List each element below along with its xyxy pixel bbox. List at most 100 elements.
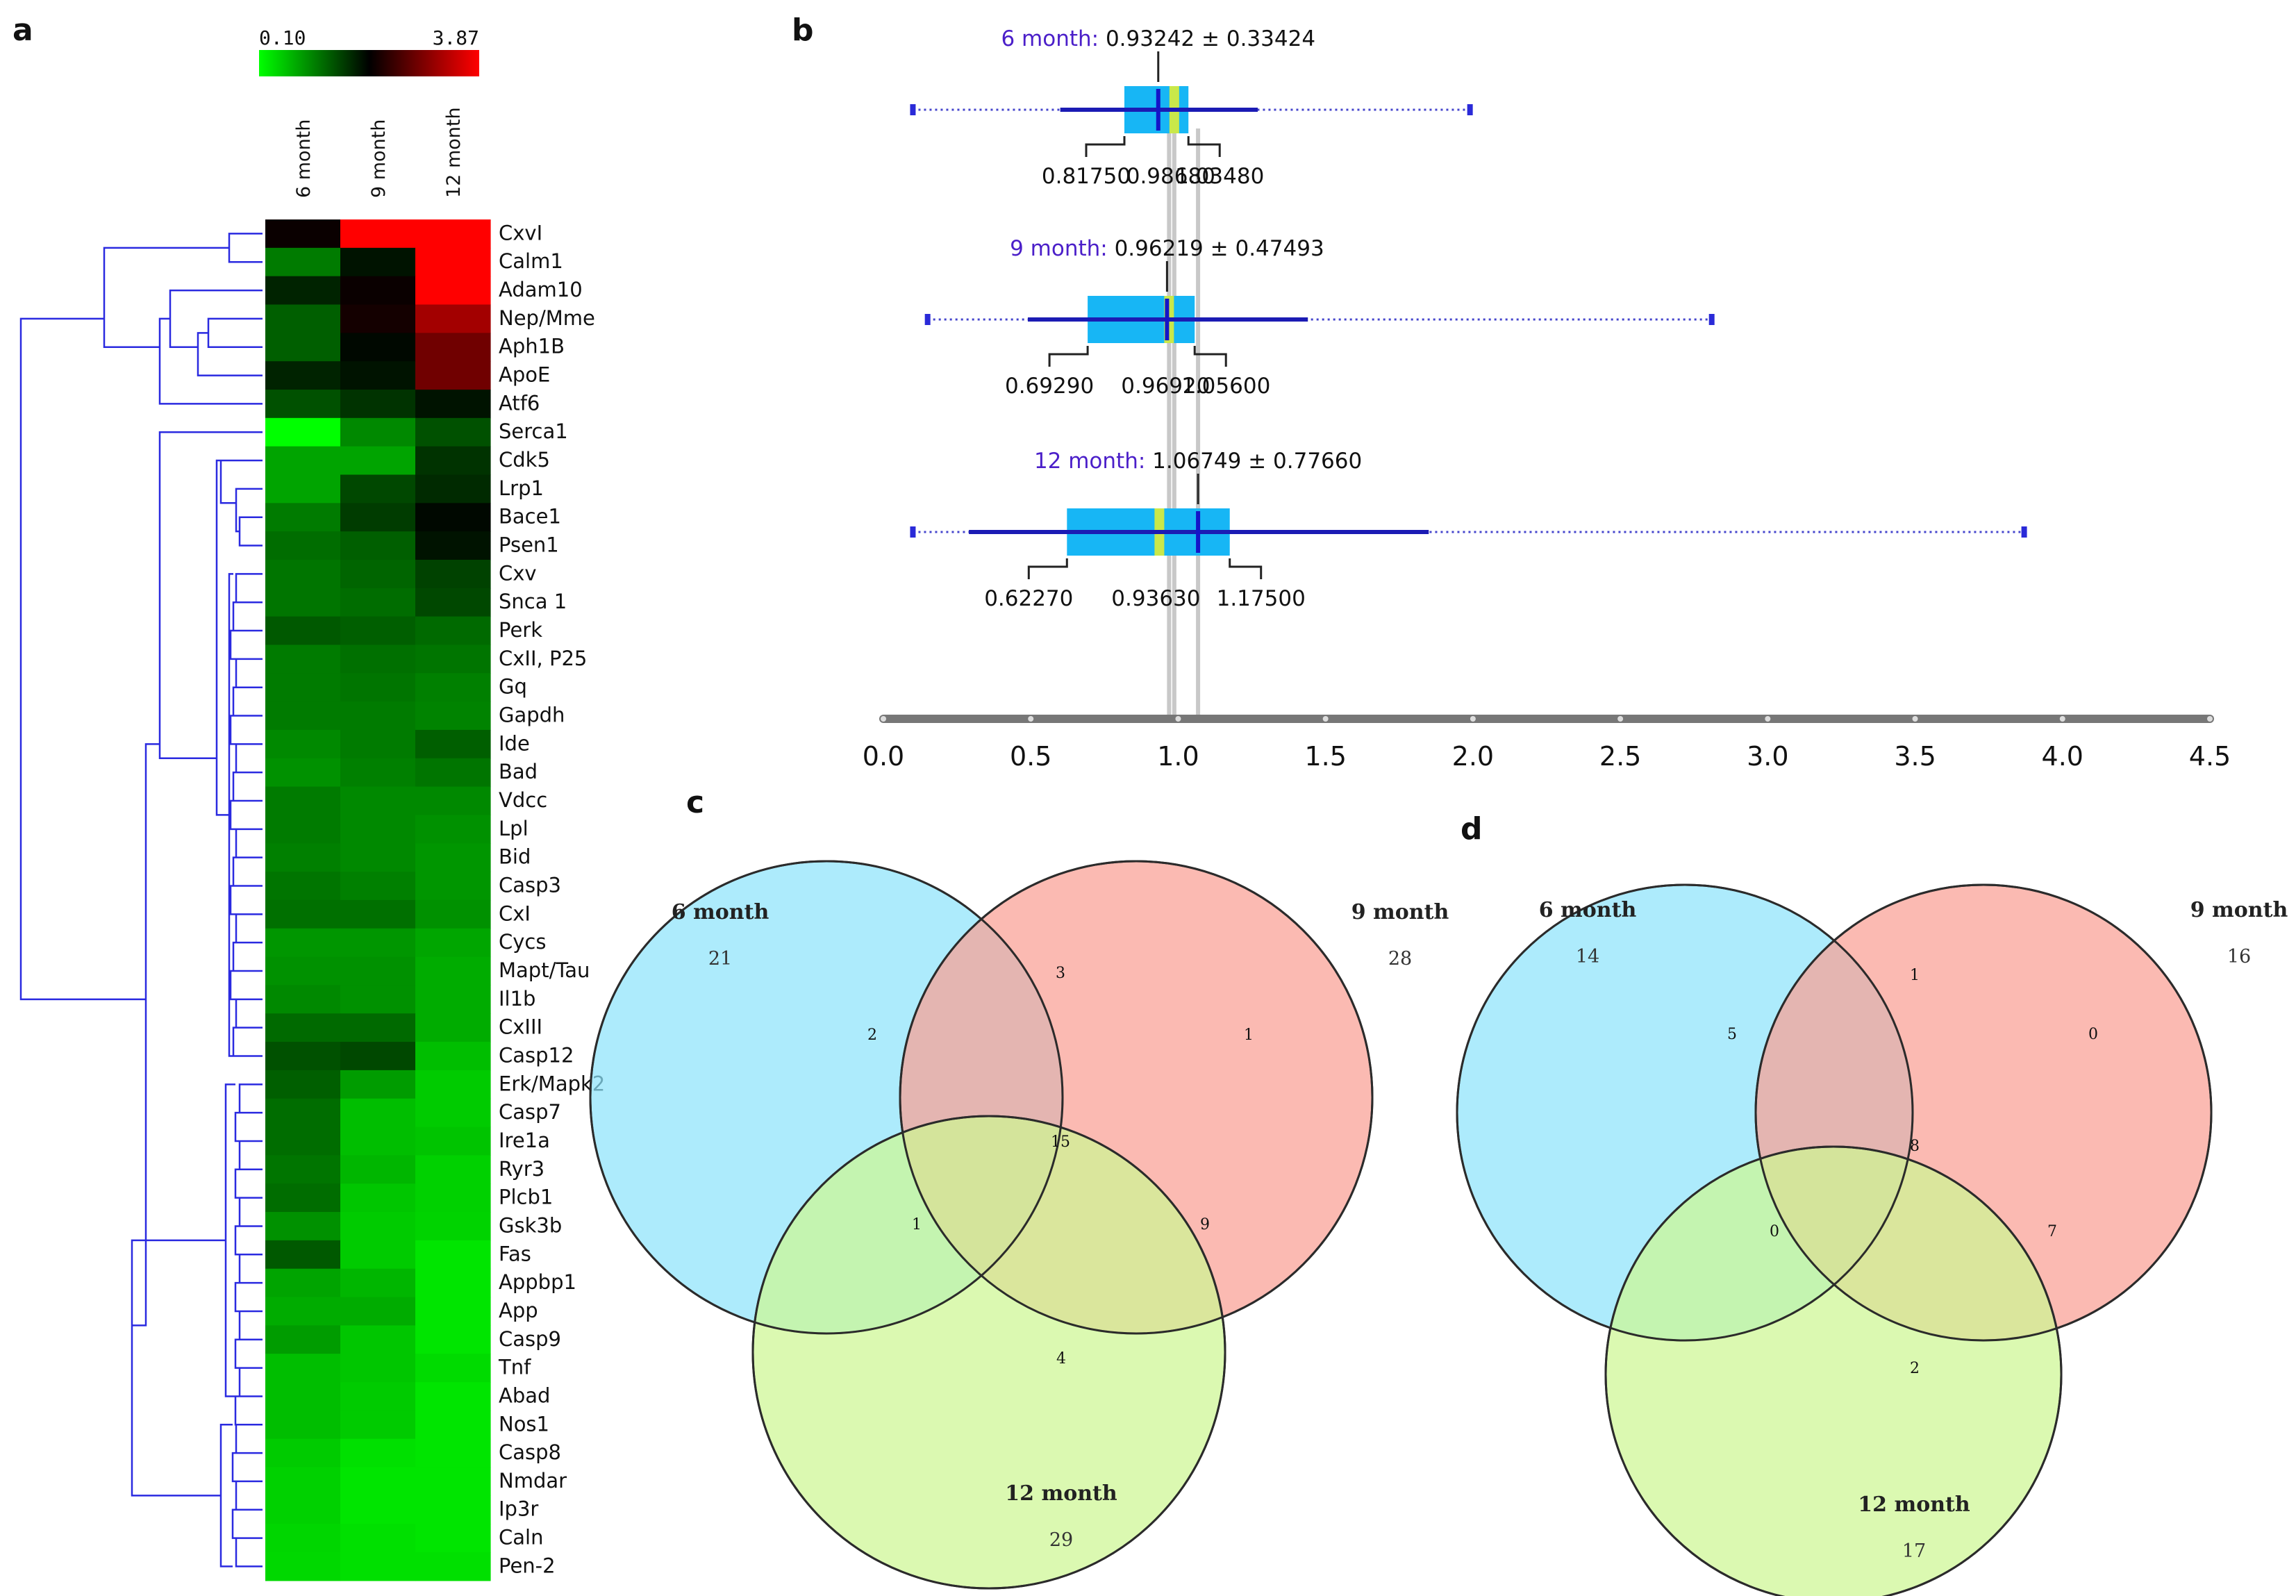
- sd-value: 0.77660: [1273, 449, 1362, 474]
- heatmap-row-label: Ip3r: [499, 1497, 538, 1521]
- heatmap-cell: [340, 1127, 416, 1156]
- heatmap-cell: [340, 276, 416, 306]
- heatmap-row-label: Ryr3: [499, 1157, 544, 1181]
- heatmap-row-label: Casp8: [499, 1440, 561, 1464]
- mean-value: 0.93242: [1099, 26, 1195, 51]
- heatmap-cell: [415, 1042, 491, 1071]
- heatmap-cell: [265, 1382, 341, 1411]
- box-series-2: 9 month: 0.96219 ± 0.47493 0.69290 0.96920…: [924, 236, 1715, 399]
- heatmap-row-label: Cxv: [499, 561, 537, 585]
- x-axis-tick: [2059, 716, 2065, 722]
- venn-diagram-d: 6 month 14 9 month 16 12 month 17 5 0 2 1 0 7 8: [1456, 883, 2288, 1596]
- heatmap-cell: [265, 985, 341, 1014]
- heatmap-cell: [415, 899, 491, 929]
- heatmap-cell: [265, 588, 341, 617]
- heatmap-cell: [340, 673, 416, 702]
- quartile-label: 0.93630: [1111, 586, 1200, 611]
- heatmap-cell: [340, 1297, 416, 1326]
- heatmap-row-label: ApoE: [499, 363, 550, 387]
- heatmap-cell: [340, 304, 416, 333]
- heatmap-cell: [340, 361, 416, 390]
- heatmap-cell: [415, 1325, 491, 1354]
- heatmap-cell: [265, 701, 341, 731]
- x-tick-label: 0.5: [1010, 741, 1051, 772]
- heatmap-cell: [415, 247, 491, 277]
- max-marker: [1467, 104, 1473, 115]
- heatmap-cell: [265, 1013, 341, 1042]
- heatmap-cell: [265, 616, 341, 646]
- venn-set-total: 29: [1049, 1529, 1073, 1551]
- quartile-pointer: [1048, 346, 1089, 367]
- venn-region-count: 8: [1910, 1138, 1920, 1155]
- venn-set-total: 16: [2227, 946, 2251, 967]
- heatmap-row-label: Pen-2: [499, 1554, 556, 1577]
- heatmap-cell: [415, 616, 491, 646]
- venn-outline: [1604, 1145, 2063, 1596]
- heatmap-cell: [340, 531, 416, 560]
- venn-region-count: 1: [1244, 1026, 1254, 1044]
- quartile-pointer: [1027, 558, 1068, 579]
- heatmap-cell: [415, 333, 491, 362]
- sd-separator: ±: [1241, 449, 1273, 474]
- heatmap-cell: [340, 1098, 416, 1128]
- heatmap-cell: [415, 1410, 491, 1440]
- heatmap-cell: [340, 1382, 416, 1411]
- heatmap-cell: [415, 645, 491, 674]
- venn-outline: [751, 1115, 1226, 1590]
- mean-value: 0.96219: [1108, 236, 1204, 261]
- heatmap-cell: [340, 1013, 416, 1042]
- x-axis-tick: [2207, 716, 2213, 722]
- heatmap-cell: [415, 673, 491, 702]
- min-marker: [910, 104, 916, 115]
- scale-min-label: 0.10: [259, 26, 306, 49]
- heatmap-cell: [265, 304, 341, 333]
- x-tick-label: 1.0: [1157, 741, 1199, 772]
- series-name: 12 month:: [1034, 449, 1145, 474]
- x-tick-label: 2.0: [1452, 741, 1494, 772]
- heatmap-cell: [415, 1183, 491, 1213]
- heatmap-cell: [415, 559, 491, 589]
- heatmap-cell: [340, 1495, 416, 1524]
- panel-letter-b: b: [792, 13, 814, 48]
- heatmap-cell: [340, 815, 416, 844]
- heatmap-cell: [265, 276, 341, 306]
- heatmap-cell: [415, 1212, 491, 1241]
- heatmap-cell: [415, 1438, 491, 1468]
- venn-set-total: 28: [1388, 948, 1412, 970]
- heatmap-cell: [340, 1212, 416, 1241]
- box-title: 12 month: 1.06749 ± 0.77660: [1034, 449, 1362, 474]
- heatmap-cell: [265, 1070, 341, 1099]
- venn-outline: [589, 860, 1064, 1335]
- heatmap-cell: [415, 1268, 491, 1298]
- heatmap-column-label: 6 month: [293, 119, 315, 198]
- heatmap-cell: [415, 1524, 491, 1553]
- heatmap-row-label: Casp3: [499, 873, 561, 897]
- heatmap-cell: [265, 1212, 341, 1241]
- heatmap-cell: [415, 758, 491, 788]
- heatmap-row-label: CxII, P25: [499, 647, 587, 670]
- heatmap-cell: [340, 1438, 416, 1468]
- heatmap-cell: [265, 1438, 341, 1468]
- quartile-label: 1.03480: [1175, 164, 1264, 189]
- heatmap-cell: [340, 701, 416, 731]
- series-name: 9 month:: [1010, 236, 1108, 261]
- heatmap-row-label: Casp12: [499, 1043, 574, 1067]
- heatmap-column-label: 12 month: [443, 107, 465, 198]
- heatmap-cell: [340, 1042, 416, 1071]
- heatmap-cell: [265, 786, 341, 816]
- heatmap-cell: [265, 333, 341, 362]
- venn-region-count: 1: [912, 1216, 922, 1233]
- x-axis-tick: [1617, 716, 1624, 722]
- quartile-label: 0.69290: [1005, 374, 1094, 399]
- venn-set-label: 12 month: [1858, 1493, 1970, 1517]
- venn-outline: [899, 860, 1374, 1335]
- venn-region-count: 2: [867, 1026, 877, 1044]
- venn-region-count: 9: [1200, 1216, 1210, 1233]
- sd-separator: ±: [1195, 26, 1226, 51]
- heatmap-cell: [265, 1240, 341, 1270]
- x-tick-label: 3.0: [1747, 741, 1788, 772]
- dendrogram-branches: [19, 233, 263, 1568]
- quartile-pointer: [1085, 136, 1126, 157]
- heatmap-cell: [265, 1467, 341, 1496]
- quartile-label: 0.98680: [1126, 164, 1215, 189]
